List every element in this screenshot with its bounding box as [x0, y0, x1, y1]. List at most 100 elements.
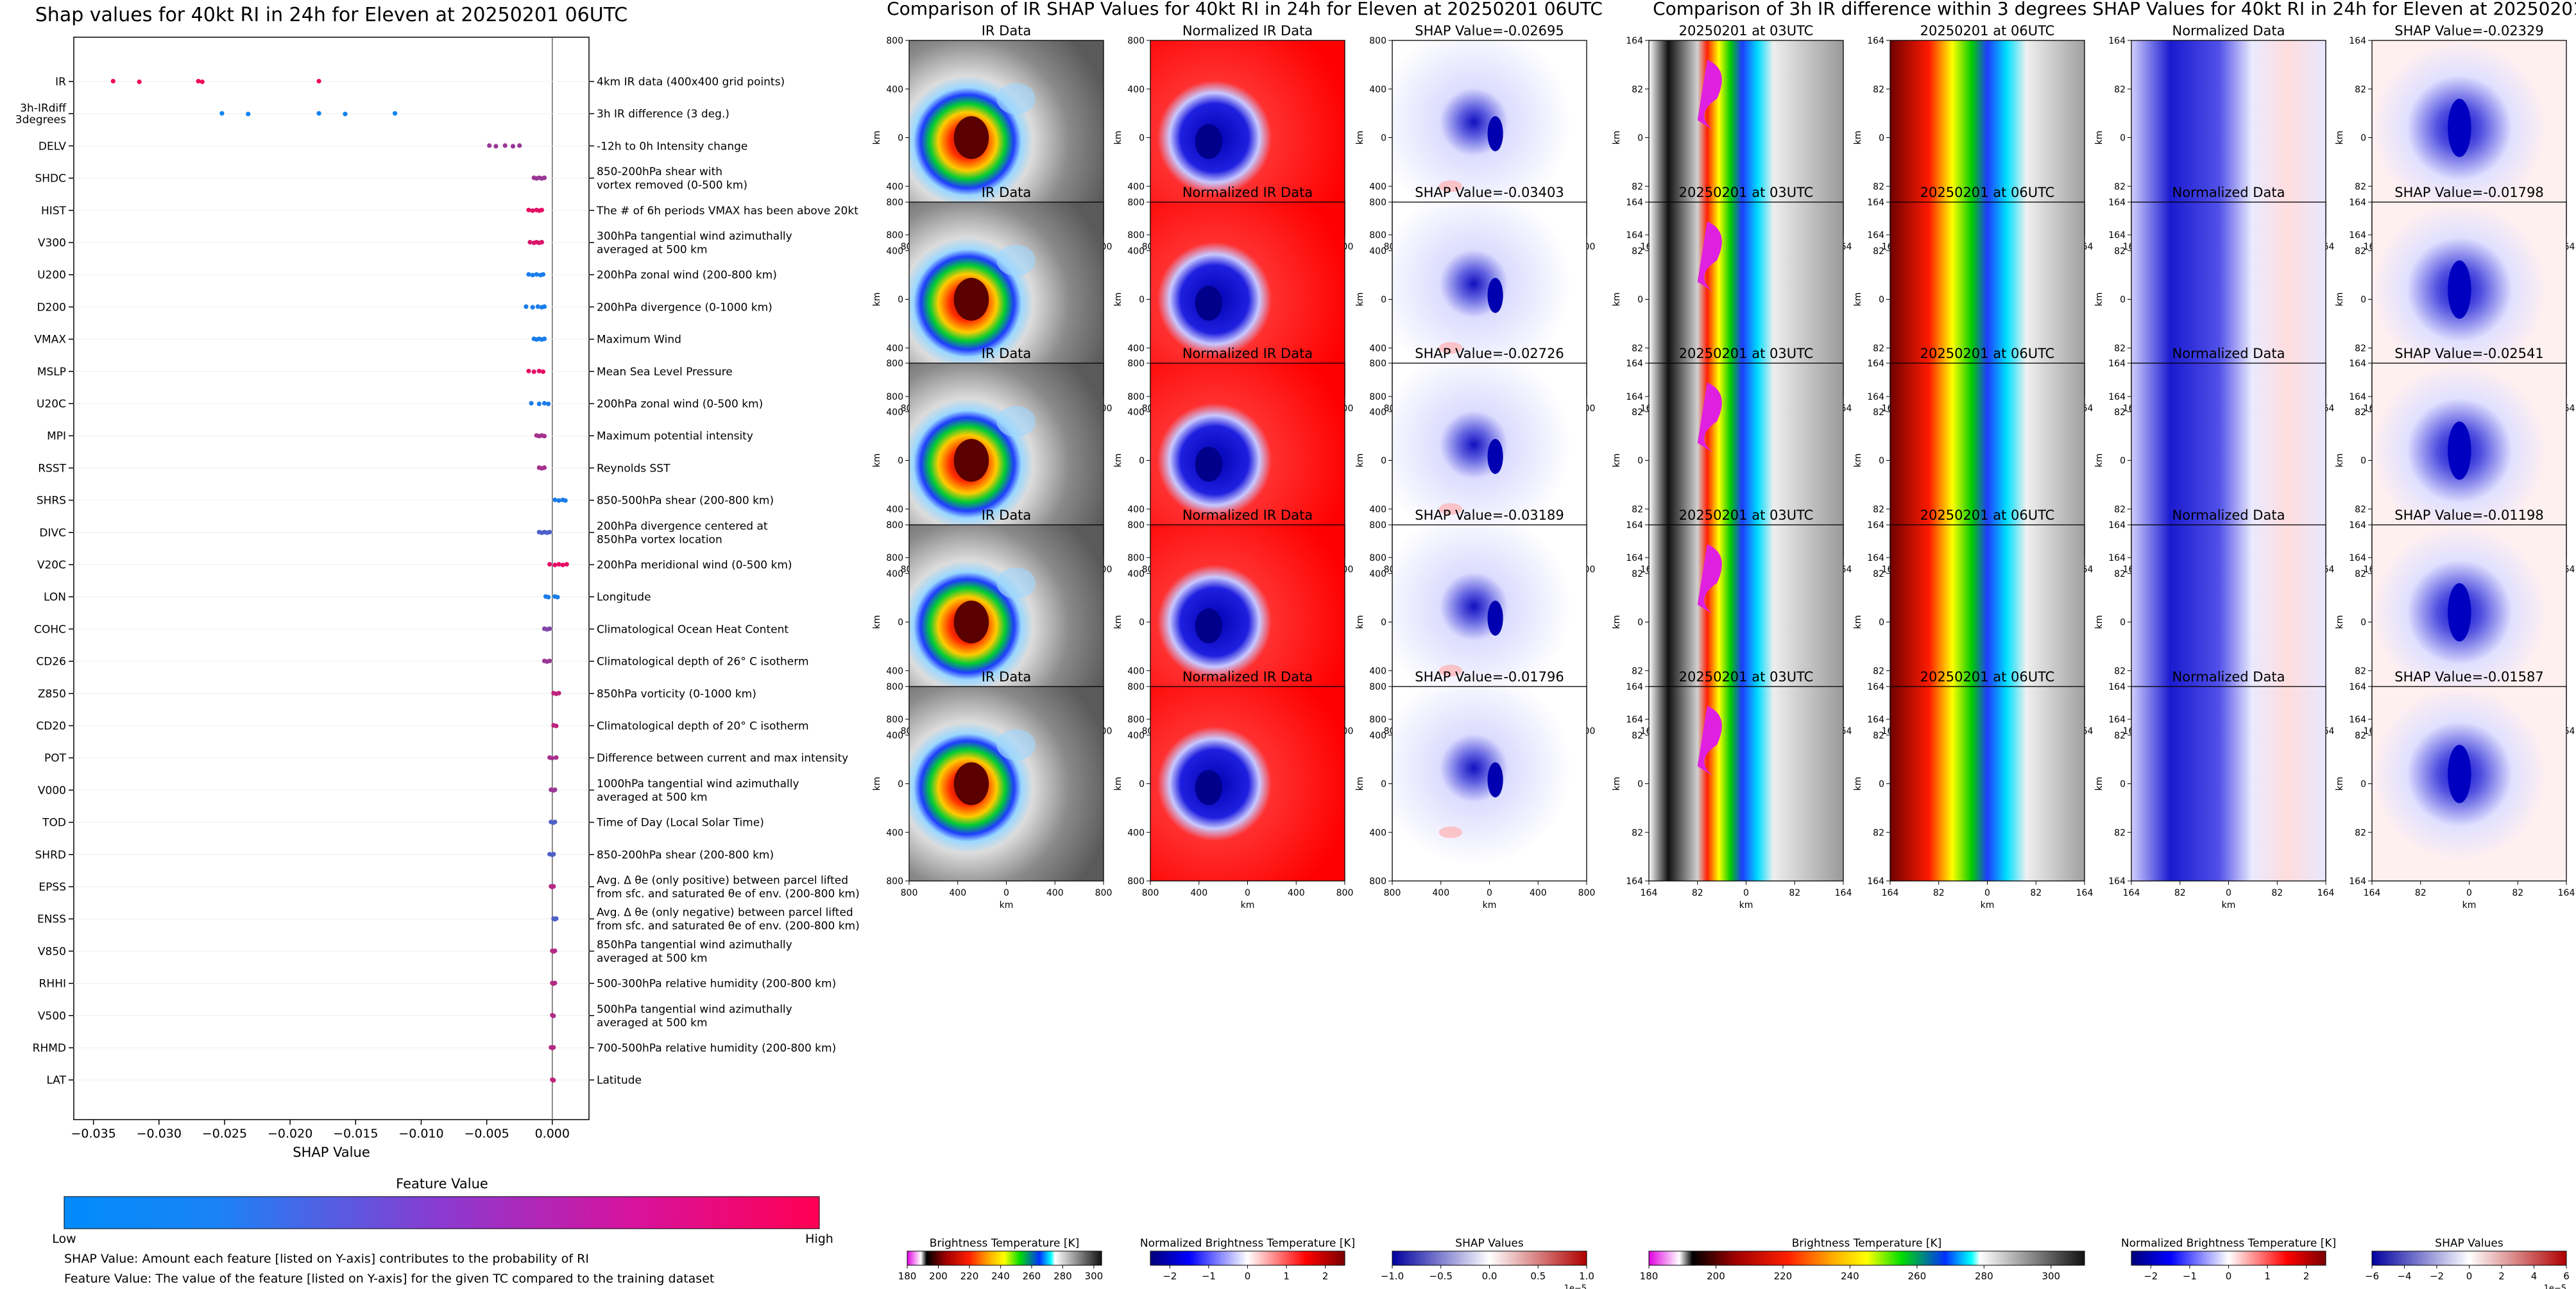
- ir-data-axes-ytick-label: 400: [886, 182, 903, 192]
- ir-diff-comparison-title: Comparison of 3h IR difference within 3 …: [1653, 0, 2576, 19]
- ir-shap-axes-ytick-label: 800: [1369, 876, 1386, 887]
- shap-point-V20C: [560, 562, 565, 568]
- shap-point-SHRS: [552, 497, 558, 502]
- ir-data-axes-ytick-label: 0: [898, 618, 903, 628]
- ir-diff-panel-2-axes-ytick-label: 82: [2114, 569, 2126, 579]
- ir-diff-panel-2-axes-ytick-label: 82: [2114, 504, 2126, 515]
- ir-bt-colorbar: [907, 1251, 1102, 1266]
- ir-shap-axes-ytick-label: 0: [1381, 133, 1386, 144]
- ir-diff-panel-0-axes-ytick-label: 164: [1626, 359, 1643, 369]
- ir-data-axes-ytick-label: 800: [886, 198, 903, 208]
- ir-diff-panel-2-axes-ylabel: km: [2094, 293, 2104, 307]
- feature-desc-10: 200hPa zonal wind (0-500 km): [597, 398, 763, 411]
- ir-diff-panel-0-axes-ytick-label: 0: [1637, 133, 1643, 144]
- footnote-feature-value: Feature Value: The value of the feature …: [64, 1272, 715, 1286]
- ir-diff-panel-3-title-3: SHAP Value=-0.01198: [2394, 508, 2544, 523]
- ir-diff-panel-2-axes-xtick-label: 0: [2226, 888, 2231, 898]
- ir-shap-axes-ylabel: km: [1355, 777, 1365, 791]
- shap-point-HIST: [526, 207, 531, 212]
- ir-diff-panel-2-axes-ytick-label: 82: [2114, 246, 2126, 257]
- ir-diff-panel-3-axes-ylabel: km: [2335, 615, 2345, 629]
- ir-diff-panel-2-axes-ytick-label: 164: [2108, 715, 2126, 725]
- shap-point-RHHI: [552, 980, 558, 986]
- normalized-ir-axes-ylabel: km: [1113, 293, 1123, 307]
- feature-desc-23: Time of Day (Local Solar Time): [596, 817, 764, 830]
- x-tick-label: −0.010: [398, 1127, 443, 1141]
- ir-diff-norm-colorbar: [2131, 1251, 2326, 1266]
- ir-shap-axes-ytick-label: 0: [1381, 780, 1386, 790]
- ir-diff-panel-2-axes-ytick-label: 164: [2108, 520, 2126, 531]
- feature-desc-27-line-0: 850hPa tangential wind azimuthally: [597, 939, 792, 952]
- shap-point-DELV: [493, 144, 499, 149]
- normalized-ir-axes-ytick-label: 800: [1127, 36, 1145, 46]
- ir-diff-panel-2-title-3: Normalized Data: [2172, 508, 2285, 523]
- ir-bt-colorbar-tick-label: 220: [960, 1270, 979, 1282]
- ir-diff-panel-1-axes-ytick-label: 82: [1873, 182, 1884, 192]
- cold-cloud-top: [1697, 60, 1722, 130]
- normalized-ir-axes-ytick-label: 400: [1127, 504, 1145, 515]
- ir-diff-panel-2-axes-xtick-label: 82: [2271, 888, 2283, 898]
- ir-diff-norm-colorbar-tick-label: 0: [2226, 1270, 2232, 1282]
- shap-point-D200: [535, 304, 540, 309]
- ir-diff-panel-3-axes-ylabel: km: [2335, 131, 2345, 145]
- ir-shap-axes-ytick-label: 0: [1381, 456, 1386, 466]
- ir-diff-panel-3-axes-ytick-label: 82: [2355, 504, 2366, 515]
- ir-diff-panel-1-axes-ytick-label: 164: [1867, 36, 1884, 46]
- ir-bt-colorbar-tick-label: 200: [929, 1270, 948, 1282]
- ir-diff-bt-colorbar-tick-label: 300: [2042, 1270, 2060, 1282]
- ir-diff-panel-1-axes-ylabel: km: [1853, 454, 1863, 468]
- shap-point-POT: [550, 756, 555, 761]
- ir-diff-panel-2-axes-ytick-label: 164: [2108, 553, 2126, 563]
- shap-point-V300: [539, 239, 545, 245]
- ir-diff-panel-1-title-0: 20250201 at 06UTC: [1920, 23, 2055, 38]
- feature-name-6: U200: [37, 269, 66, 282]
- feature-desc-16: Longitude: [597, 591, 651, 604]
- ir-diff-panel-2-axes-xtick-label: 164: [2317, 888, 2335, 898]
- normalized-ir-axes-ytick-label: 800: [1127, 520, 1145, 531]
- ir-diff-panel-2-axes-ytick-label: 164: [2108, 198, 2126, 208]
- ir-data-title: IR Data: [982, 185, 1032, 200]
- feature-desc-13: 850-500hPa shear (200-800 km): [597, 495, 774, 508]
- normalized-ir-axes-ytick-label: 800: [1127, 553, 1145, 563]
- shap-point-V20C: [556, 561, 561, 567]
- feature-colorbar-low: Low: [52, 1232, 76, 1246]
- ir-diff-panel-1-image: [1890, 687, 2085, 881]
- x-tick-label: −0.020: [268, 1127, 312, 1141]
- ir-norm-colorbar-tick-label: −2: [1163, 1270, 1177, 1282]
- normalized-ir-axes-ytick-label: 800: [1127, 392, 1145, 402]
- ir-diff-panel-3-axes-xtick-label: 164: [2558, 888, 2575, 898]
- shap-point-MPI: [542, 434, 547, 439]
- ir-diff-panel-1-axes-ytick-label: 82: [1873, 569, 1884, 579]
- ir-diff-panel-1-axes-ytick-label: 164: [1867, 876, 1884, 887]
- ir-diff-panel-2-axes-ytick-label: 82: [2114, 731, 2126, 741]
- ir-diff-bt-colorbar-tick-label: 260: [1908, 1270, 1927, 1282]
- shap-point-SHRS: [556, 498, 561, 503]
- normalized-ir-axes-ylabel: km: [1113, 454, 1123, 468]
- normalized-ir-axes-ytick-label: 800: [1127, 230, 1145, 241]
- ir-diff-panel-2-axes-ytick-label: 164: [2108, 230, 2126, 241]
- normalized-ir-axes-ylabel: km: [1113, 777, 1123, 791]
- ir-diff-norm-colorbar-label: Normalized Brightness Temperature [K]: [2121, 1237, 2336, 1250]
- ir-shap-colorbar-tick-label: 0.0: [1482, 1270, 1497, 1282]
- feature-desc-14-line-1: 850hPa vortex location: [597, 533, 722, 546]
- shap-point-U200: [526, 272, 531, 277]
- ir-diff-panel-3-axes-ytick-label: 164: [2349, 682, 2366, 692]
- feature-name-2: DELV: [38, 140, 66, 153]
- shap-point-SHRS: [563, 498, 568, 503]
- ir-shap-title-0: SHAP Value=-0.02695: [1415, 23, 1564, 38]
- ir-diff-panel-0-axes-ytick-label: 0: [1637, 780, 1643, 790]
- ir-shap-axes-xtick-label: 400: [1530, 888, 1547, 898]
- ir-diff-norm-colorbar-tick-label: 1: [2264, 1270, 2271, 1282]
- ir-diff-panel-3-axes-ytick-label: 82: [2355, 182, 2366, 192]
- ir-diff-panel-2-axes-ytick-label: 82: [2114, 85, 2126, 95]
- shap-point-IR: [316, 78, 321, 84]
- ir-shap-colorbar-tick-label: 0.5: [1530, 1270, 1546, 1282]
- shap-point-CD26: [547, 658, 552, 663]
- ir-diff-panel-1-axes-xtick-label: 82: [1933, 888, 1945, 898]
- ir-diff-panel-2-axes-xlabel: km: [2222, 900, 2236, 910]
- shap-point-HIST: [530, 208, 535, 213]
- cold-cloud-top: [1697, 382, 1722, 453]
- ir-diff-panel-0-axes-ytick-label: 164: [1626, 553, 1643, 563]
- normalized-ir-axes-ytick-label: 400: [1127, 731, 1145, 741]
- ir-bt-colorbar-tick-label: 180: [898, 1270, 917, 1282]
